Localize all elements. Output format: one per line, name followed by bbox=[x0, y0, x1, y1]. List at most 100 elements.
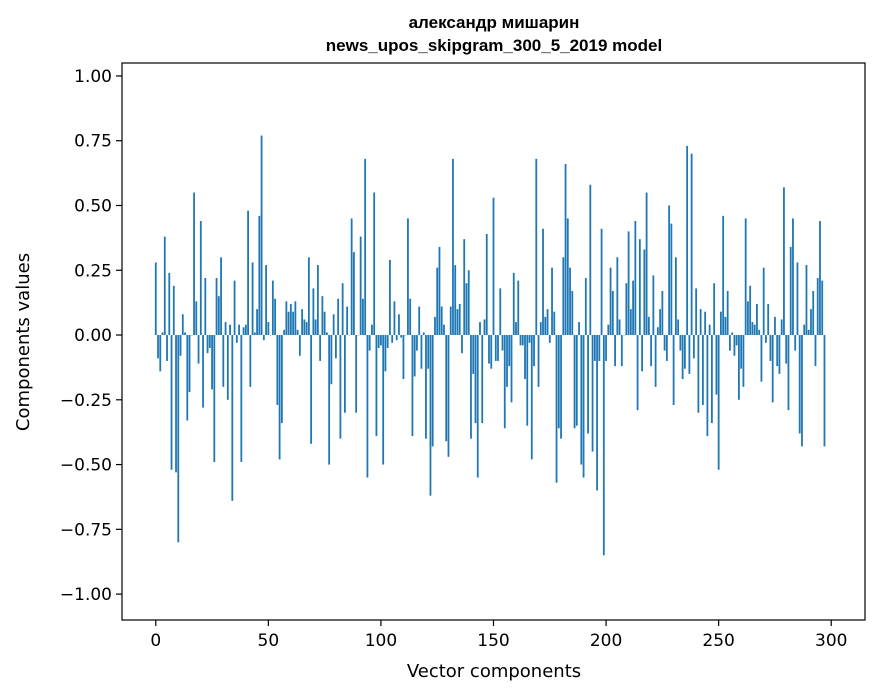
bar-216 bbox=[641, 335, 644, 372]
bar-185 bbox=[571, 290, 574, 336]
bar-123 bbox=[431, 335, 434, 447]
bar-129 bbox=[445, 335, 448, 442]
bar-245 bbox=[706, 335, 709, 437]
bar-134 bbox=[456, 309, 459, 336]
bar-32 bbox=[226, 335, 229, 400]
bar-45 bbox=[256, 309, 258, 336]
bar-125 bbox=[436, 267, 439, 336]
bar-277 bbox=[778, 335, 781, 374]
bar-144 bbox=[479, 322, 481, 336]
plot-frame bbox=[121, 62, 866, 621]
bar-287 bbox=[801, 335, 803, 447]
bar-28 bbox=[217, 296, 220, 336]
bar-193 bbox=[589, 184, 592, 336]
bar-249 bbox=[715, 335, 718, 395]
bar-96 bbox=[371, 324, 373, 336]
bar-12 bbox=[181, 314, 184, 336]
bar-154 bbox=[501, 335, 504, 351]
bar-73 bbox=[319, 335, 322, 361]
bar-114 bbox=[411, 335, 414, 437]
bars-group bbox=[154, 135, 826, 556]
bar-81 bbox=[337, 298, 340, 336]
bar-148 bbox=[488, 335, 490, 364]
x-tick-label: 150 bbox=[477, 631, 509, 651]
bar-269 bbox=[760, 335, 763, 382]
bar-290 bbox=[807, 329, 810, 336]
bar-132 bbox=[452, 158, 454, 336]
bar-294 bbox=[816, 278, 819, 336]
bar-1 bbox=[157, 335, 159, 359]
bar-232 bbox=[677, 319, 680, 336]
bar-282 bbox=[789, 246, 792, 336]
y-tick-label: 0.50 bbox=[74, 196, 112, 216]
bar-244 bbox=[704, 311, 707, 336]
bar-49 bbox=[265, 265, 267, 336]
bar-223 bbox=[656, 327, 659, 336]
bar-133 bbox=[454, 265, 457, 336]
bar-173 bbox=[544, 316, 547, 336]
bar-106 bbox=[393, 301, 396, 336]
bar-227 bbox=[665, 335, 668, 361]
bar-172 bbox=[542, 228, 544, 336]
bar-200 bbox=[605, 335, 607, 361]
bar-255 bbox=[729, 335, 731, 351]
bar-99 bbox=[377, 335, 380, 348]
y-tick-label: −1.00 bbox=[60, 585, 112, 605]
bar-213 bbox=[634, 221, 637, 336]
bar-26 bbox=[213, 335, 216, 462]
bar-17 bbox=[193, 192, 195, 336]
bar-33 bbox=[229, 324, 231, 336]
bar-145 bbox=[481, 335, 484, 424]
bar-25 bbox=[211, 335, 213, 390]
bar-260 bbox=[740, 335, 743, 369]
bar-265 bbox=[751, 322, 754, 336]
bar-201 bbox=[607, 324, 610, 336]
bar-151 bbox=[494, 335, 497, 361]
bar-196 bbox=[596, 335, 598, 491]
bar-219 bbox=[647, 316, 650, 336]
bar-77 bbox=[328, 335, 331, 465]
bar-229 bbox=[670, 223, 673, 336]
bar-187 bbox=[575, 335, 578, 426]
bar-259 bbox=[738, 335, 740, 400]
bar-211 bbox=[629, 309, 632, 336]
bar-267 bbox=[756, 303, 758, 336]
bar-202 bbox=[609, 267, 612, 336]
bar-41 bbox=[247, 210, 249, 336]
bar-95 bbox=[368, 335, 371, 351]
bar-291 bbox=[810, 309, 812, 336]
bar-104 bbox=[389, 259, 391, 336]
bar-61 bbox=[292, 311, 295, 336]
bar-242 bbox=[699, 309, 702, 336]
bar-231 bbox=[674, 257, 677, 336]
bar-8 bbox=[172, 285, 175, 336]
bar-166 bbox=[528, 335, 531, 343]
y-tick-label: −0.75 bbox=[60, 520, 112, 540]
bar-274 bbox=[771, 335, 774, 403]
bar-140 bbox=[470, 335, 472, 439]
bar-59 bbox=[287, 311, 290, 336]
bar-13 bbox=[184, 332, 186, 336]
bar-29 bbox=[220, 257, 222, 336]
bar-286 bbox=[798, 335, 801, 434]
bar-190 bbox=[582, 335, 585, 478]
bar-243 bbox=[701, 335, 704, 405]
bar-283 bbox=[792, 218, 794, 336]
bar-183 bbox=[566, 218, 569, 336]
bar-220 bbox=[650, 335, 653, 367]
bar-253 bbox=[724, 316, 727, 336]
bar-127 bbox=[440, 306, 443, 336]
bar-177 bbox=[553, 311, 556, 336]
bar-207 bbox=[620, 335, 623, 367]
bar-163 bbox=[521, 335, 524, 346]
bar-115 bbox=[413, 335, 416, 377]
bar-225 bbox=[661, 290, 664, 336]
y-axis-label: Components values bbox=[13, 253, 34, 431]
bar-112 bbox=[407, 218, 409, 336]
x-axis-ticks: 0 50 100 150 200 250 300 bbox=[150, 620, 847, 651]
bar-238 bbox=[690, 153, 693, 336]
bar-103 bbox=[386, 335, 389, 348]
bar-293 bbox=[814, 335, 817, 367]
bar-240 bbox=[695, 288, 698, 336]
bar-165 bbox=[526, 335, 529, 426]
